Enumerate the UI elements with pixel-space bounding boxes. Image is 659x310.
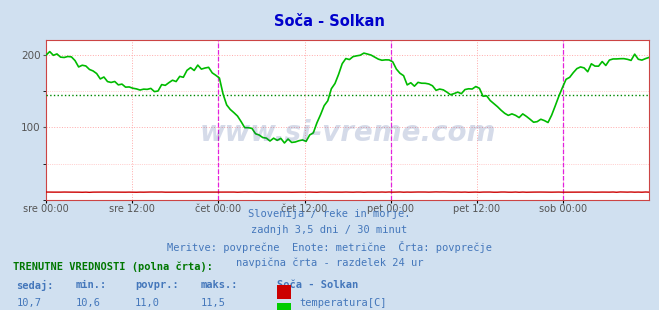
Text: sedaj:: sedaj:	[16, 280, 54, 291]
Text: maks.:: maks.:	[201, 280, 239, 290]
Text: Soča - Solkan: Soča - Solkan	[274, 14, 385, 29]
Text: www.si-vreme.com: www.si-vreme.com	[200, 119, 496, 147]
Text: 11,5: 11,5	[201, 298, 226, 308]
Text: Slovenija / reke in morje.: Slovenija / reke in morje.	[248, 209, 411, 219]
Text: 10,6: 10,6	[76, 298, 101, 308]
Text: Meritve: povprečne  Enote: metrične  Črta: povprečje: Meritve: povprečne Enote: metrične Črta:…	[167, 241, 492, 254]
Text: 11,0: 11,0	[135, 298, 160, 308]
Text: min.:: min.:	[76, 280, 107, 290]
Text: 10,7: 10,7	[16, 298, 42, 308]
Text: zadnjh 3,5 dni / 30 minut: zadnjh 3,5 dni / 30 minut	[251, 225, 408, 235]
Text: povpr.:: povpr.:	[135, 280, 179, 290]
Text: TRENUTNE VREDNOSTI (polna črta):: TRENUTNE VREDNOSTI (polna črta):	[13, 262, 213, 272]
Text: temperatura[C]: temperatura[C]	[299, 298, 387, 308]
Text: Soča - Solkan: Soča - Solkan	[277, 280, 358, 290]
Text: navpična črta - razdelek 24 ur: navpična črta - razdelek 24 ur	[236, 258, 423, 268]
